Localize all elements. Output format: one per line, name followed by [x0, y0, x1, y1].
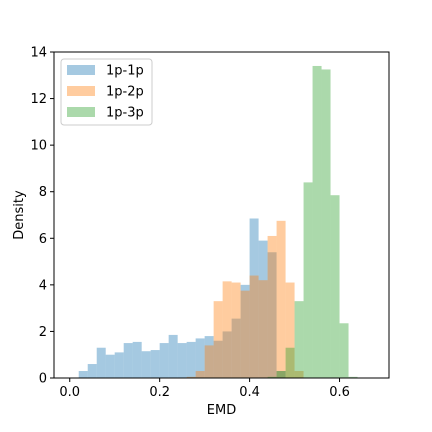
- legend-box: [60, 58, 153, 126]
- histogram-bar-1p-1p-12: [186, 341, 196, 378]
- histogram-bar-1p-2p-6: [240, 290, 250, 378]
- histogram-bar-1p-2p-12: [294, 371, 304, 378]
- histogram-bar-1p-3p-1: [276, 371, 286, 378]
- histogram-bar-1p-2p-1: [195, 371, 205, 378]
- histogram-bar-1p-3p-4: [303, 182, 313, 378]
- x-tick-label: 0.0: [59, 385, 80, 400]
- histogram-bar-1p-1p-1: [87, 364, 97, 378]
- x-tick-label: 0.6: [329, 385, 350, 400]
- y-tick-label: 2: [39, 325, 47, 340]
- plot-area: [53, 51, 390, 379]
- x-axis-label: EMD: [207, 403, 236, 418]
- histogram-bar-1p-3p-3: [294, 301, 304, 378]
- legend-swatch-1p-2p: [67, 86, 95, 96]
- legend-label-1p-2p: 1p-2p: [106, 85, 144, 100]
- histogram-bar-1p-1p-17: [231, 318, 241, 378]
- legend-label-1p-1p: 1p-1p: [106, 64, 144, 79]
- histogram-bar-1p-1p-20: [258, 240, 268, 378]
- histogram-bar-1p-1p-9: [159, 343, 169, 378]
- legend: 1p-1p 1p-2p 1p-3p: [60, 58, 153, 126]
- histogram-bar-1p-2p-9: [267, 235, 277, 378]
- bars-layer: [78, 65, 358, 379]
- histogram-bar-1p-1p-22: [276, 371, 286, 378]
- histogram-bar-1p-1p-14: [204, 336, 214, 378]
- histogram-bar-1p-1p-18: [240, 284, 250, 378]
- histogram-bar-1p-1p-15: [213, 340, 223, 378]
- histogram-bar-1p-2p-0: [186, 376, 196, 378]
- histogram-bar-1p-1p-0: [78, 371, 88, 378]
- legend-label-1p-3p: 1p-3p: [106, 106, 144, 121]
- histogram-bar-1p-1p-4: [114, 352, 124, 378]
- histogram-bar-1p-2p-10: [276, 220, 286, 378]
- histogram-bar-1p-1p-7: [141, 351, 151, 378]
- x-tick-label: 0.4: [239, 385, 260, 400]
- y-tick-label: 4: [39, 278, 47, 293]
- histogram-bar-1p-3p-9: [348, 376, 358, 378]
- histogram-bar-1p-1p-16: [222, 331, 232, 378]
- histogram-bar-1p-1p-13: [195, 338, 205, 378]
- histogram-bar-1p-1p-3: [105, 354, 115, 378]
- y-tick-label: 8: [39, 185, 47, 200]
- histogram-bar-1p-2p-7: [249, 275, 259, 378]
- histogram-bar-1p-3p-8: [339, 323, 349, 378]
- y-tick-label: 6: [39, 232, 47, 247]
- y-tick-label: 14: [30, 46, 47, 61]
- histogram-bar-1p-3p-5: [312, 65, 322, 378]
- histogram-bar-1p-2p-11: [285, 282, 295, 378]
- histogram-bar-1p-2p-5: [231, 282, 241, 378]
- histogram-bar-1p-3p-6: [321, 69, 331, 379]
- y-tick-label: 12: [30, 92, 47, 107]
- histogram-bar-1p-1p-10: [168, 334, 178, 378]
- histogram-bar-1p-2p-8: [258, 280, 268, 378]
- y-tick-label: 0: [39, 372, 47, 387]
- histogram-bar-1p-1p-5: [123, 343, 133, 378]
- histogram-bar-1p-2p-4: [222, 281, 232, 378]
- histogram-bar-1p-3p-7: [330, 195, 340, 378]
- legend-swatch-1p-3p: [67, 107, 95, 117]
- histogram-bar-1p-1p-8: [150, 350, 160, 378]
- histogram-bar-1p-1p-6: [132, 341, 142, 378]
- x-tick-label: 0.2: [149, 385, 170, 400]
- histogram-bar-1p-1p-19: [249, 218, 259, 378]
- y-axis-label: Density: [12, 190, 27, 240]
- histogram-bar-1p-1p-2: [96, 347, 106, 378]
- x-axis-ticks: 0.0 0.2 0.4 0.6: [59, 378, 350, 400]
- y-axis-ticks: 0 2 4 6 8 10 12 14: [30, 46, 54, 387]
- histogram-bar-1p-3p-2: [285, 347, 295, 378]
- legend-swatch-1p-1p: [67, 65, 95, 75]
- histogram-bar-1p-2p-3: [213, 301, 223, 378]
- y-tick-label: 10: [30, 139, 47, 154]
- histogram-bar-1p-2p-2: [204, 345, 214, 378]
- histogram-bar-1p-1p-21: [267, 252, 277, 378]
- histogram-bar-1p-1p-11: [177, 343, 187, 378]
- histogram-bar-1p-3p-0: [267, 376, 277, 378]
- axes-frame: [53, 51, 390, 379]
